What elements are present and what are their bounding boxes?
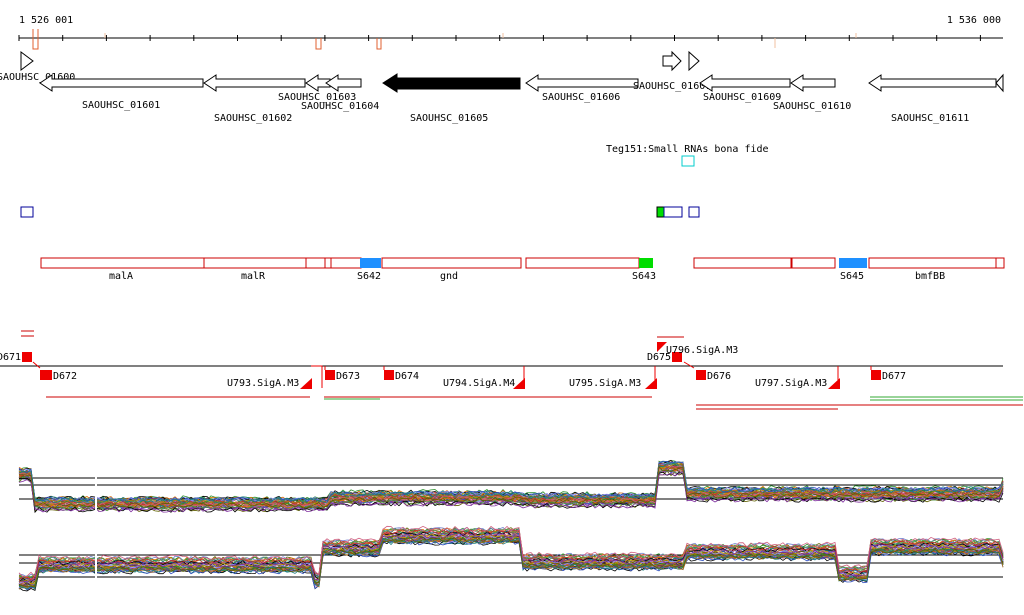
promoter-d676[interactable]: D676 <box>707 371 731 382</box>
small-feature-track <box>20 206 700 218</box>
svg-text:SAOUHSC_01605: SAOUHSC_01605 <box>410 113 488 124</box>
expression-series-line <box>18 465 1004 508</box>
expression-series-line <box>18 529 1004 581</box>
promoter-u793[interactable]: U793.SigA.M3 <box>227 378 299 389</box>
expression-series-line <box>18 465 1004 509</box>
promoter-u795[interactable]: U795.SigA.M3 <box>569 378 641 389</box>
feature-s643[interactable]: S643 <box>632 271 656 282</box>
expression-series-line <box>18 471 1004 513</box>
expression-series-line <box>18 525 1004 578</box>
promoter-d677[interactable]: D677 <box>882 371 906 382</box>
svg-text:SAOUHSC_01609: SAOUHSC_01609 <box>703 92 781 103</box>
gene-saouhsc-01606[interactable]: SAOUHSC_01606 <box>525 74 639 103</box>
gene-saouhsc-01604[interactable]: SAOUHSC_01604 <box>301 74 379 112</box>
expression-series-line <box>18 467 1004 510</box>
gene-saouhsc-01611[interactable]: SAOUHSC_01611 <box>868 73 1004 124</box>
promoter-track: D671 D672 U793.SigA.M3 D673 D674 U794.Si… <box>0 330 1023 410</box>
feature-s642[interactable]: S642 <box>357 271 381 282</box>
expression-profile-bottom <box>18 525 1004 595</box>
feature-malr[interactable]: malR <box>241 271 266 282</box>
feature-gnd[interactable]: gnd <box>440 271 458 282</box>
ruler-end-label: 1 536 000 <box>947 15 1001 26</box>
gene-saouhsc-01609[interactable]: SAOUHSC_01609 <box>699 74 791 103</box>
feature-mala[interactable]: malA <box>109 271 133 282</box>
expression-series-line <box>18 533 1004 583</box>
promoter-d675[interactable]: D675 <box>647 352 671 363</box>
expression-series-line <box>18 462 1004 504</box>
expression-series-line <box>18 537 1004 588</box>
svg-text:SAOUHSC_01610: SAOUHSC_01610 <box>773 101 851 112</box>
gene-saouhsc-01600[interactable]: SAOUHSC_01600 <box>0 51 75 83</box>
svg-text:SAOUHSC_01607: SAOUHSC_01607 <box>633 81 711 92</box>
coordinate-ruler: 1 526 001 1 536 000 <box>18 15 1003 50</box>
srna-s642-box[interactable] <box>360 258 381 268</box>
promoter-d672[interactable]: D672 <box>53 371 77 382</box>
feature-box[interactable] <box>663 206 683 218</box>
promoter-u794[interactable]: U794.SigA.M4 <box>443 378 515 389</box>
feature-box[interactable] <box>688 206 700 218</box>
gene-saouhsc-01610[interactable]: SAOUHSC_01610 <box>773 74 851 112</box>
gene-saouhsc-01601[interactable]: SAOUHSC_01601 <box>39 74 204 111</box>
expression-profile-top <box>18 458 1004 515</box>
teg151-srna[interactable]: Teg151:Small RNAs bona fide <box>606 144 769 167</box>
ruler-start-label: 1 526 001 <box>19 15 73 26</box>
svg-text:SAOUHSC_01601: SAOUHSC_01601 <box>82 100 160 111</box>
gene-track: SAOUHSC_01600 SAOUHSC_01601 SAOUHSC_0160… <box>0 50 1004 124</box>
feature-box[interactable] <box>20 206 34 218</box>
promoter-d673[interactable]: D673 <box>336 371 360 382</box>
svg-text:SAOUHSC_01600: SAOUHSC_01600 <box>0 72 75 83</box>
promoter-u796[interactable]: U796.SigA.M3 <box>666 345 738 356</box>
svg-text:Teg151:Small RNAs bona fide: Teg151:Small RNAs bona fide <box>606 144 769 155</box>
promoter-d674[interactable]: D674 <box>395 371 419 382</box>
promoter-u797[interactable]: U797.SigA.M3 <box>755 378 827 389</box>
gene-saouhsc-01607[interactable]: SAOUHSC_01607 <box>633 50 711 92</box>
svg-text:SAOUHSC_01606: SAOUHSC_01606 <box>542 92 620 103</box>
svg-text:SAOUHSC_01603: SAOUHSC_01603 <box>278 92 356 103</box>
srna-s645-box[interactable] <box>839 258 867 268</box>
feature-s645[interactable]: S645 <box>840 271 864 282</box>
svg-text:SAOUHSC_01604: SAOUHSC_01604 <box>301 101 379 112</box>
svg-text:SAOUHSC_01602: SAOUHSC_01602 <box>214 113 292 124</box>
expression-series-line <box>18 534 1004 585</box>
feature-bmfbb[interactable]: bmfBB <box>915 271 945 282</box>
expression-series-line <box>18 460 1004 503</box>
gene-saouhsc-01602[interactable]: SAOUHSC_01602 <box>203 74 306 124</box>
srna-s643-box[interactable] <box>639 258 653 268</box>
transcript-feature-track: malA malR S642 gnd S643 S645 bmfBB <box>40 257 1005 282</box>
gene-saouhsc-01605[interactable]: SAOUHSC_01605 <box>382 73 521 124</box>
promoter-d671[interactable]: D671 <box>0 352 21 363</box>
feature-box[interactable] <box>656 206 665 218</box>
expression-series-line <box>18 469 1004 512</box>
svg-text:SAOUHSC_01611: SAOUHSC_01611 <box>891 113 969 124</box>
